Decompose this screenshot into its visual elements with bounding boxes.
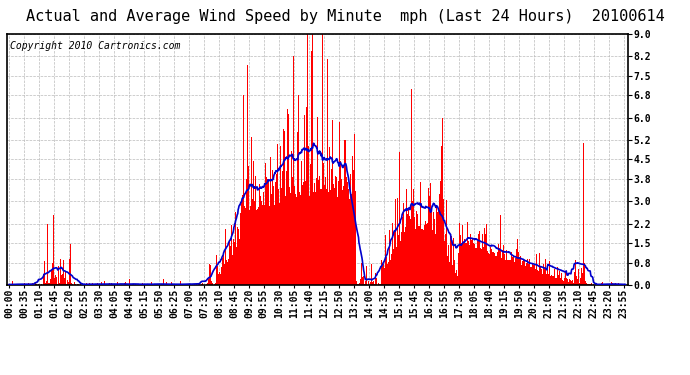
Text: Copyright 2010 Cartronics.com: Copyright 2010 Cartronics.com: [10, 41, 180, 51]
Text: Actual and Average Wind Speed by Minute  mph (Last 24 Hours)  20100614: Actual and Average Wind Speed by Minute …: [26, 9, 664, 24]
